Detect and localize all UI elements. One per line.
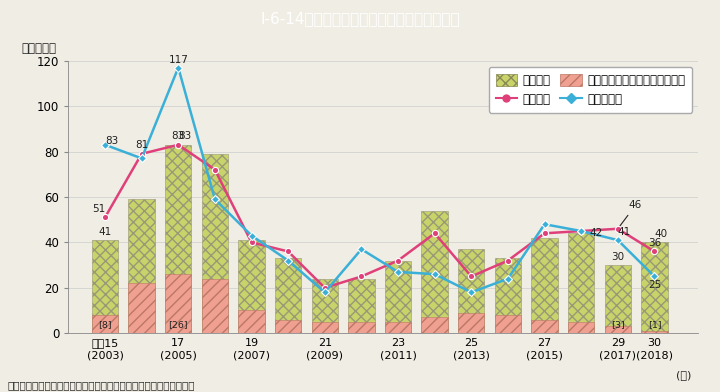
- Bar: [202, 154, 228, 333]
- Bar: [165, 145, 192, 333]
- Bar: [568, 233, 595, 333]
- Text: [1]: [1]: [647, 319, 661, 328]
- Text: 51: 51: [91, 204, 105, 214]
- Bar: [92, 240, 118, 333]
- Bar: [202, 279, 228, 333]
- Bar: [458, 313, 485, 333]
- Bar: [128, 199, 155, 333]
- Text: 117: 117: [168, 55, 188, 65]
- Legend: 検挙人員, 検挙件数, 検挙人員（うちブローカー数）, 被害者総数: 検挙人員, 検挙件数, 検挙人員（うちブローカー数）, 被害者総数: [489, 67, 693, 113]
- Bar: [642, 242, 667, 333]
- Bar: [421, 211, 448, 333]
- Bar: [421, 317, 448, 333]
- Bar: [92, 315, 118, 333]
- Text: [3]: [3]: [611, 319, 625, 328]
- Bar: [568, 322, 595, 333]
- Bar: [531, 319, 558, 333]
- Bar: [605, 327, 631, 333]
- Bar: [275, 258, 302, 333]
- Text: 36: 36: [648, 238, 661, 248]
- Text: [8]: [8]: [98, 319, 112, 328]
- Text: 83: 83: [171, 131, 185, 142]
- Bar: [495, 258, 521, 333]
- Bar: [165, 274, 192, 333]
- Bar: [348, 279, 374, 333]
- Bar: [531, 238, 558, 333]
- Text: 41: 41: [618, 227, 631, 237]
- Bar: [348, 322, 374, 333]
- Bar: [238, 240, 265, 333]
- Text: 30: 30: [611, 252, 624, 262]
- Bar: [385, 261, 411, 333]
- Bar: [605, 265, 631, 333]
- Text: 83: 83: [105, 136, 118, 146]
- Bar: [312, 322, 338, 333]
- Bar: [495, 315, 521, 333]
- Text: 81: 81: [135, 140, 148, 151]
- Text: （件，人）: （件，人）: [21, 42, 56, 55]
- Bar: [458, 249, 485, 333]
- Text: 41: 41: [99, 227, 112, 237]
- Text: （備考）警察庁「人身取引事犯の検挙状況等について」より作成。: （備考）警察庁「人身取引事犯の検挙状況等について」より作成。: [7, 380, 194, 390]
- Bar: [128, 283, 155, 333]
- Text: 25: 25: [648, 280, 661, 290]
- Text: 42: 42: [590, 228, 603, 238]
- Text: I-6-14図　人身取引事犯の検挙状況等の推移: I-6-14図 人身取引事犯の検挙状況等の推移: [260, 11, 460, 26]
- Text: 83: 83: [179, 131, 192, 142]
- Bar: [385, 322, 411, 333]
- Bar: [275, 319, 302, 333]
- Bar: [238, 310, 265, 333]
- Text: 46: 46: [619, 200, 642, 227]
- Bar: [642, 331, 667, 333]
- Text: 40: 40: [654, 229, 667, 239]
- Bar: [312, 279, 338, 333]
- Text: (年): (年): [675, 370, 691, 379]
- Text: [26]: [26]: [168, 319, 188, 328]
